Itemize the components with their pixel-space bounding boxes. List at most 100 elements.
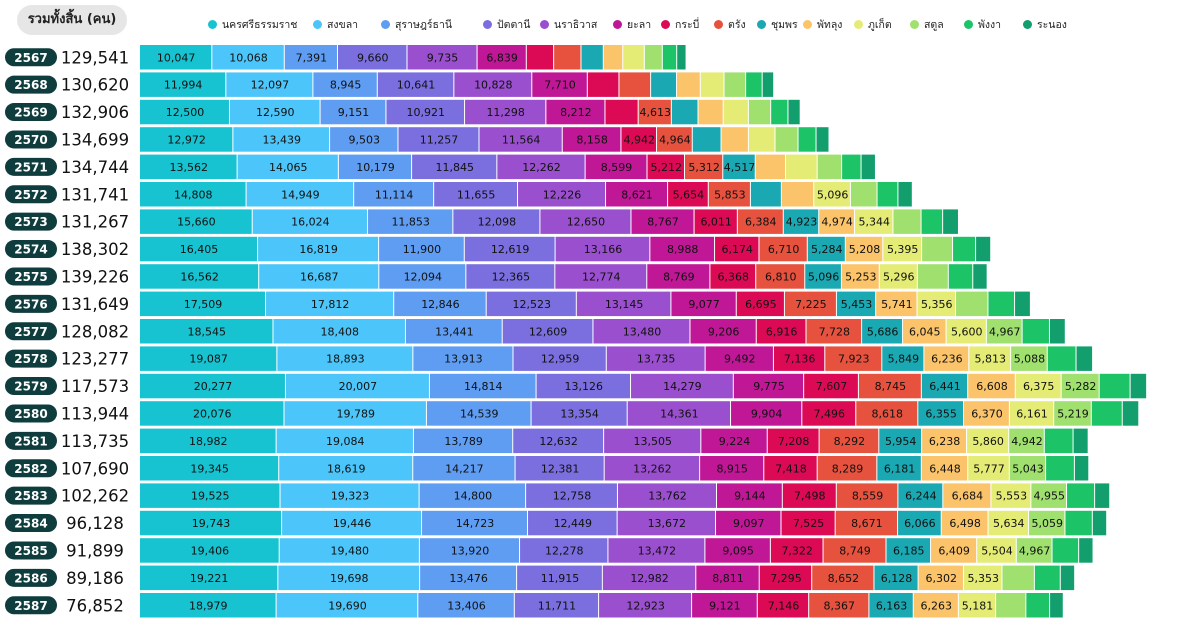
row-total: 131,741	[61, 185, 129, 204]
bar-segment	[953, 236, 976, 262]
bar-segment	[883, 236, 922, 262]
segment-value-label: 12,278	[545, 544, 584, 557]
bar-segment	[638, 99, 671, 125]
segment-value-label: 9,097	[733, 517, 765, 530]
segment-value-label: 4,942	[623, 133, 655, 146]
year-badge	[5, 185, 57, 204]
year-label: 2577	[14, 325, 47, 339]
segment-value-label: 6,161	[1016, 407, 1048, 420]
bar-segment	[862, 319, 903, 344]
segment-value-label: 11,915	[541, 572, 580, 585]
bar-segment	[968, 456, 1009, 481]
bar-segment	[823, 538, 886, 563]
bar-segment	[723, 99, 748, 125]
bar-segment	[627, 401, 731, 426]
bar-segment	[882, 346, 924, 371]
segment-value-label: 5,654	[673, 188, 705, 201]
legend-swatch	[757, 19, 766, 29]
bar-segment	[677, 72, 700, 97]
bar-segment	[705, 346, 773, 371]
segment-value-label: 7,728	[819, 325, 851, 338]
bar-segment	[898, 182, 912, 207]
segment-value-label: 10,179	[356, 161, 395, 174]
segment-value-label: 6,695	[745, 298, 777, 311]
bar-segment	[536, 373, 631, 399]
year-label: 2582	[14, 462, 47, 476]
bar-segment	[898, 510, 941, 536]
segment-value-label: 13,126	[565, 380, 604, 393]
year-badge	[5, 130, 57, 149]
bar-segment	[1095, 483, 1110, 508]
segment-value-label: 5,212	[651, 161, 683, 174]
bar-segment	[1046, 456, 1074, 481]
bar-segment	[140, 428, 276, 454]
segment-value-label: 6,448	[929, 462, 961, 475]
segment-value-label: 19,690	[328, 599, 367, 612]
bar-segment	[931, 538, 977, 563]
segment-value-label: 20,277	[194, 380, 233, 393]
bar-segment	[377, 72, 454, 97]
legend-item: นครศรีธรรมราช	[208, 14, 297, 34]
bar-segment	[602, 565, 696, 591]
bar-segment	[969, 346, 1011, 371]
segment-value-label: 5,096	[808, 270, 840, 283]
bar-segment	[621, 127, 657, 152]
bar-segment	[140, 99, 229, 125]
year-badge	[5, 541, 57, 560]
segment-value-label: 5,686	[867, 325, 899, 338]
segment-value-label: 7,136	[784, 353, 816, 366]
row-total: 89,186	[66, 569, 124, 588]
segment-value-label: 6,368	[718, 270, 750, 283]
bar-segment	[337, 45, 407, 70]
bar-segment	[258, 236, 379, 262]
segment-value-label: 12,959	[541, 353, 580, 366]
year-label: 2576	[14, 297, 47, 311]
segment-value-label: 12,972	[167, 133, 206, 146]
bar-segment	[988, 291, 1015, 317]
bar-segment	[977, 538, 1016, 563]
bar-segment	[770, 538, 823, 563]
bar-segment	[277, 346, 413, 371]
segment-value-label: 7,295	[770, 572, 802, 585]
bar-segment	[893, 209, 921, 234]
bar-segment	[991, 483, 1031, 508]
segment-value-label: 16,819	[299, 243, 338, 256]
bar-segment	[555, 236, 650, 262]
segment-value-label: 9,660	[357, 51, 389, 64]
bar-segment	[502, 319, 593, 344]
row-total: 128,082	[61, 322, 129, 341]
bar-segment	[140, 401, 284, 426]
segment-value-label: 9,151	[338, 106, 370, 119]
year-label: 2567	[14, 51, 47, 65]
legend-item: ยะลา	[613, 14, 651, 34]
bar-segment	[514, 593, 599, 618]
bar-segment	[692, 127, 721, 152]
segment-value-label: 17,812	[311, 298, 350, 311]
segment-value-label: 11,994	[164, 79, 203, 92]
bar-segment	[606, 346, 705, 371]
segment-value-label: 9,121	[709, 599, 741, 612]
row-total: 113,944	[61, 404, 129, 423]
bar-segment	[330, 127, 398, 152]
year-badge	[5, 267, 57, 286]
bar-segment	[737, 209, 783, 234]
segment-value-label: 9,095	[722, 544, 754, 557]
bar-segment	[608, 538, 705, 563]
year-badge	[5, 514, 57, 533]
segment-value-label: 6,498	[949, 517, 981, 530]
bar-segment	[1049, 319, 1065, 344]
segment-value-label: 12,923	[626, 599, 665, 612]
bar-segment	[497, 154, 585, 180]
legend-swatch	[208, 19, 217, 29]
bar-segment	[276, 428, 413, 454]
segment-value-label: 6,181	[884, 462, 916, 475]
bar-segment	[715, 236, 759, 262]
segment-value-label: 13,354	[560, 407, 599, 420]
segment-value-label: 4,955	[1033, 490, 1065, 503]
segment-value-label: 12,500	[166, 106, 205, 119]
bar-segment	[418, 593, 514, 618]
segment-value-label: 13,476	[449, 572, 488, 585]
bar-segment	[877, 456, 921, 481]
bar-segment	[692, 593, 757, 618]
bar-segment	[964, 401, 1009, 426]
